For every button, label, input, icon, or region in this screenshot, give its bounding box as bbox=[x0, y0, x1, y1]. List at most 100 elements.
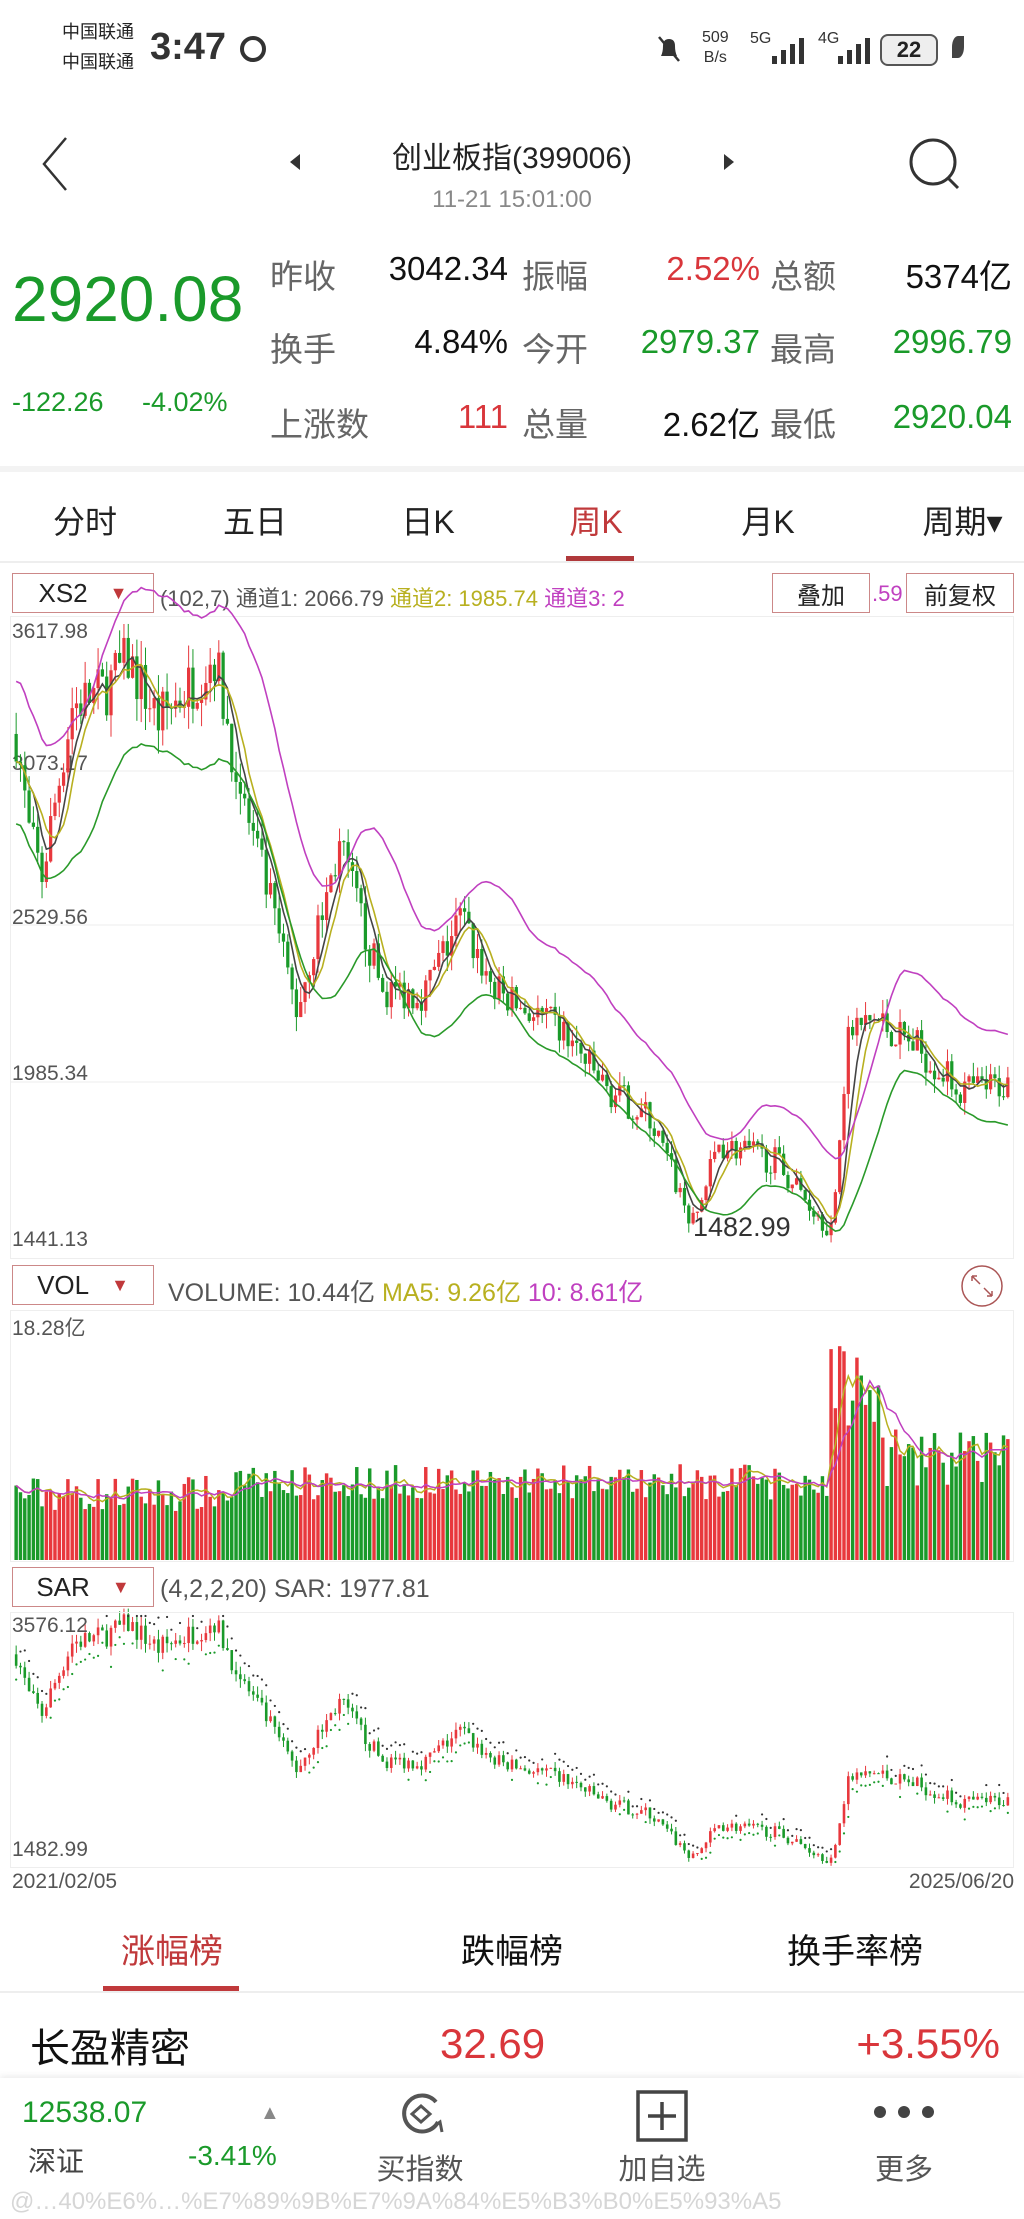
volume-bar bbox=[234, 1472, 238, 1560]
candle bbox=[553, 1767, 557, 1772]
volume-indicator-select[interactable]: VOL ▼ bbox=[12, 1265, 154, 1305]
stock-price: 32.69 bbox=[440, 2020, 546, 2067]
sar-dot bbox=[502, 1741, 505, 1744]
sar-indicator-name: SAR bbox=[36, 1571, 90, 1602]
candle bbox=[631, 1814, 635, 1816]
candle bbox=[894, 1783, 898, 1785]
candle bbox=[773, 1826, 777, 1837]
rank-tab[interactable]: 换手率榜 bbox=[787, 1933, 923, 1971]
volume-bar bbox=[311, 1499, 316, 1560]
sar-dot bbox=[407, 1778, 410, 1781]
candle bbox=[195, 1641, 199, 1644]
volume-bar bbox=[751, 1476, 756, 1560]
ticker-index-value[interactable]: 12538.07 bbox=[22, 2096, 148, 2129]
kline-chart-frame[interactable] bbox=[10, 616, 1014, 1259]
rank-tab[interactable]: 涨幅榜 bbox=[121, 1933, 223, 1971]
net-speed-value: 509 bbox=[702, 29, 729, 46]
expand-icon[interactable] bbox=[960, 1264, 1004, 1308]
candle bbox=[640, 1810, 643, 1814]
sar-dot bbox=[84, 1658, 87, 1661]
candle bbox=[721, 1144, 725, 1159]
period-tab[interactable]: 分时 bbox=[52, 504, 117, 540]
candle bbox=[36, 826, 40, 853]
candle bbox=[105, 1630, 108, 1647]
candle bbox=[920, 1777, 923, 1788]
candle bbox=[484, 1752, 488, 1755]
volume-bar bbox=[876, 1385, 881, 1560]
sar-dot bbox=[752, 1833, 755, 1836]
next-index-icon[interactable] bbox=[722, 152, 736, 172]
candle bbox=[122, 1614, 126, 1625]
candle bbox=[243, 793, 247, 799]
sar-max-label: 3576.12 bbox=[12, 1614, 88, 1637]
volume-bar bbox=[117, 1505, 122, 1560]
sar-dot bbox=[92, 1656, 95, 1659]
sar-dot bbox=[817, 1846, 820, 1849]
candle bbox=[523, 1768, 527, 1771]
candle bbox=[406, 989, 411, 1009]
sar-dot bbox=[118, 1636, 121, 1639]
candle bbox=[329, 875, 333, 893]
back-icon[interactable] bbox=[38, 134, 72, 194]
sar-chart-frame[interactable] bbox=[10, 1612, 1014, 1868]
buy-index-icon[interactable] bbox=[398, 2088, 444, 2144]
sar-dot bbox=[644, 1820, 647, 1824]
volume-bar bbox=[406, 1495, 411, 1560]
sar-dot bbox=[1006, 1811, 1009, 1814]
candle bbox=[152, 698, 156, 709]
candle bbox=[661, 1130, 665, 1143]
period-tab[interactable]: 周K bbox=[569, 504, 623, 540]
volume-bar bbox=[100, 1509, 105, 1560]
period-tab[interactable]: 月K bbox=[741, 504, 795, 540]
sar-dot bbox=[549, 1775, 552, 1779]
overlay-button[interactable]: 叠加 bbox=[772, 573, 870, 613]
candle bbox=[898, 1021, 902, 1045]
buy-index-button[interactable]: 买指数 bbox=[376, 2154, 464, 2186]
candle bbox=[794, 1178, 799, 1185]
add-watchlist-button[interactable]: 加自选 bbox=[618, 2154, 706, 2186]
more-icon[interactable] bbox=[872, 2104, 936, 2120]
search-icon[interactable] bbox=[906, 136, 964, 194]
stat-label: 今开 bbox=[522, 331, 588, 368]
more-button[interactable]: 更多 bbox=[874, 2154, 933, 2186]
volume-bar bbox=[225, 1500, 230, 1560]
prev-index-icon[interactable] bbox=[288, 152, 302, 172]
sar-indicator-select[interactable]: SAR ▼ bbox=[12, 1567, 154, 1607]
adjust-button[interactable]: 前复权 bbox=[906, 573, 1014, 613]
sar-dot bbox=[411, 1750, 414, 1753]
volume-chart-frame[interactable] bbox=[10, 1310, 1014, 1562]
candle bbox=[562, 1021, 566, 1041]
candle bbox=[329, 1713, 333, 1721]
period-tab[interactable]: 日K bbox=[401, 504, 455, 540]
candle bbox=[226, 1648, 229, 1651]
list-item[interactable]: 长盈精密 32.69 +3.55% bbox=[0, 2010, 1024, 2076]
volume-bar bbox=[264, 1473, 268, 1560]
volume-bar bbox=[975, 1460, 980, 1560]
candle bbox=[752, 1823, 755, 1826]
sar-dot bbox=[19, 1650, 22, 1653]
sar-dot bbox=[256, 1674, 259, 1678]
candle bbox=[639, 1108, 643, 1118]
candle bbox=[911, 1782, 915, 1787]
volume-bar bbox=[14, 1485, 18, 1560]
volume-bar bbox=[954, 1466, 958, 1560]
volume-bar bbox=[833, 1408, 838, 1560]
add-watchlist-icon[interactable] bbox=[636, 2090, 688, 2142]
period-tab[interactable]: 五日 bbox=[222, 504, 287, 540]
volume-bar bbox=[27, 1494, 31, 1560]
candle bbox=[183, 1643, 186, 1645]
candle bbox=[458, 1726, 462, 1730]
candle bbox=[79, 703, 83, 716]
sar-dot bbox=[536, 1782, 539, 1785]
expand-up-icon[interactable]: ▲ bbox=[260, 2102, 280, 2124]
candle bbox=[88, 1633, 91, 1642]
main-indicator-select[interactable]: XS2 ▼ bbox=[12, 573, 154, 613]
volume-bar bbox=[260, 1496, 264, 1560]
volume-bar bbox=[958, 1432, 963, 1560]
rank-tab[interactable]: 跌幅榜 bbox=[461, 1933, 563, 1971]
period-tab[interactable]: 周期▾ bbox=[922, 504, 1003, 540]
candle bbox=[669, 1153, 674, 1160]
volume-bar bbox=[691, 1482, 695, 1560]
volume-bar bbox=[329, 1477, 333, 1560]
